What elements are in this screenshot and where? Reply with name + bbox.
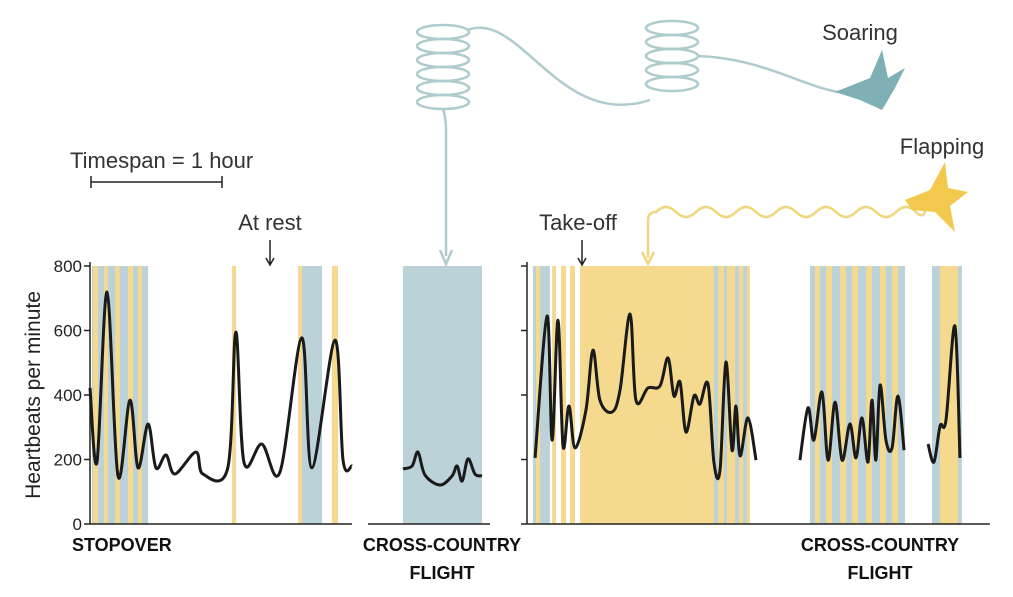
timespan-bar: [90, 176, 223, 188]
y-tick-label: 200: [54, 451, 82, 470]
soaring-bird: [835, 50, 905, 110]
activity-band: [138, 266, 142, 524]
y-tick-label: 800: [54, 257, 82, 276]
activity-band: [866, 266, 872, 524]
activity-band: [743, 266, 748, 524]
at-rest-label: At rest: [238, 210, 302, 235]
activity-band: [713, 266, 719, 524]
panel: CROSS-COUNTRY FLIGHT: [521, 262, 990, 583]
activity-band: [826, 266, 833, 524]
y-axis-label: Heartbeats per minute: [22, 291, 45, 499]
pointer-arrows: [265, 240, 587, 267]
activity-band: [115, 266, 120, 524]
panel-label: FLIGHT: [848, 563, 913, 583]
soaring-label: Soaring: [822, 20, 898, 45]
flapping-bird: [905, 162, 968, 232]
activity-band: [580, 266, 750, 524]
activity-band: [302, 266, 323, 524]
activity-band: [127, 266, 134, 524]
activity-band: [561, 266, 567, 524]
panel: CROSS-COUNTRY FLIGHT: [363, 266, 521, 583]
activity-band: [840, 266, 846, 524]
soaring-path: [415, 19, 839, 268]
activity-band: [852, 266, 858, 524]
activity-band: [103, 266, 108, 524]
activity-band: [532, 266, 550, 524]
heart-rate-line: [88, 290, 354, 483]
activity-band: [735, 266, 740, 524]
flapping-label: Flapping: [900, 134, 984, 159]
timespan-label: Timespan = 1 hour: [70, 148, 253, 173]
panel-label: CROSS-COUNTRY: [363, 535, 521, 555]
heart-rate-line: [402, 450, 483, 487]
panel: 0 200 400 600 800 STOPOVER: [54, 257, 354, 555]
take-off-label: Take-off: [539, 210, 618, 235]
panel-label: STOPOVER: [72, 535, 172, 555]
activity-band: [570, 266, 576, 524]
heart-rate-line: [533, 312, 962, 481]
flapping-path: [640, 201, 928, 267]
panel-label: CROSS-COUNTRY: [801, 535, 959, 555]
decoration: [265, 19, 968, 268]
panel-label: FLIGHT: [410, 563, 475, 583]
activity-band: [402, 266, 482, 524]
activity-band: [298, 266, 303, 524]
activity-band: [814, 266, 821, 524]
activity-band: [535, 266, 541, 524]
activity-band: [331, 266, 339, 524]
activity-band: [892, 266, 898, 524]
y-tick-label: 0: [73, 515, 82, 534]
y-tick-label: 400: [54, 386, 82, 405]
y-tick-label: 600: [54, 322, 82, 341]
activity-band: [93, 266, 99, 524]
activity-band: [723, 266, 727, 524]
